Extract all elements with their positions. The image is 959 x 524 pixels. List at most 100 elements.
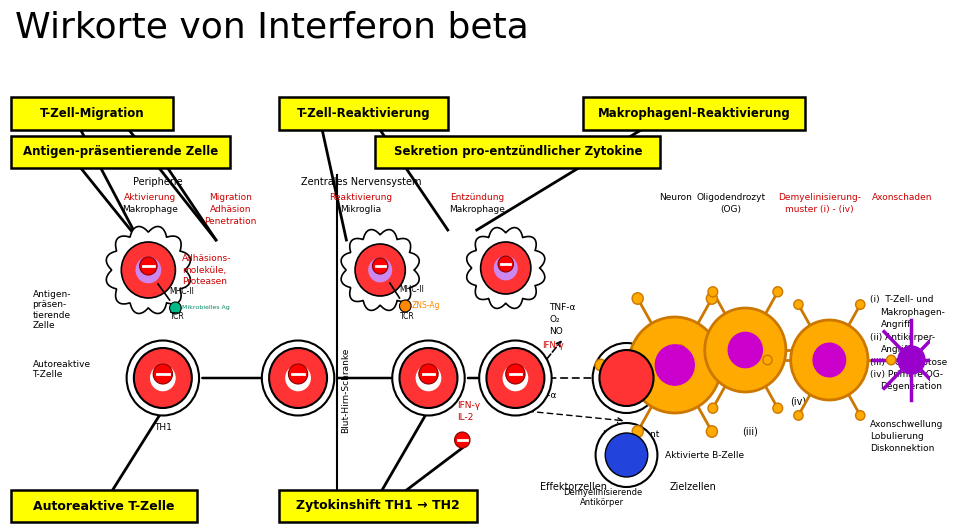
Circle shape	[170, 302, 181, 314]
Circle shape	[596, 423, 658, 487]
Text: IL-2: IL-2	[457, 413, 474, 422]
Text: Demyelinisierung-: Demyelinisierung-	[778, 193, 861, 202]
Circle shape	[262, 341, 335, 416]
Circle shape	[855, 411, 865, 420]
Circle shape	[495, 256, 517, 280]
Circle shape	[151, 365, 175, 390]
Text: Makrophagen-: Makrophagen-	[880, 308, 946, 317]
Circle shape	[400, 300, 411, 312]
Circle shape	[269, 348, 327, 408]
Text: Degeneration: Degeneration	[880, 382, 943, 391]
Circle shape	[599, 350, 653, 406]
Circle shape	[743, 359, 755, 371]
Circle shape	[455, 432, 470, 448]
Circle shape	[655, 345, 694, 385]
Text: ZNS-Ag: ZNS-Ag	[412, 301, 440, 311]
Text: Zentrales Nervensystem: Zentrales Nervensystem	[300, 177, 421, 187]
Text: (iii): (iii)	[742, 427, 758, 437]
Circle shape	[286, 365, 311, 390]
Circle shape	[628, 317, 721, 413]
Text: Effektorzellen: Effektorzellen	[540, 482, 607, 492]
Circle shape	[127, 341, 199, 416]
Circle shape	[480, 341, 551, 416]
Text: Peripherie: Peripherie	[133, 177, 183, 187]
Circle shape	[503, 365, 527, 390]
Circle shape	[498, 256, 513, 272]
Text: Komplement
Plasmazelle: Komplement Plasmazelle	[602, 430, 660, 450]
Text: Blut-Hirn-Schranke: Blut-Hirn-Schranke	[341, 347, 351, 433]
Text: (iv): (iv)	[790, 397, 807, 407]
Circle shape	[773, 403, 783, 413]
Text: (ii): (ii)	[641, 461, 653, 470]
Circle shape	[140, 257, 157, 275]
Text: Zielzellen: Zielzellen	[669, 482, 716, 492]
Text: Angriff: Angriff	[880, 345, 911, 354]
Circle shape	[480, 242, 531, 294]
Text: Wirkorte von Interferon beta: Wirkorte von Interferon beta	[15, 10, 528, 44]
Text: Axonschwellung: Axonschwellung	[870, 420, 944, 429]
Circle shape	[153, 364, 173, 384]
Circle shape	[136, 257, 160, 282]
Circle shape	[707, 426, 717, 437]
Text: Lobulierung: Lobulierung	[870, 432, 924, 441]
Text: TNF-α: TNF-α	[530, 391, 556, 400]
Text: O₂: O₂	[550, 315, 560, 324]
Text: (OG): (OG)	[720, 205, 741, 214]
Text: muster (i) - (iv): muster (i) - (iv)	[785, 205, 854, 214]
Circle shape	[886, 355, 896, 365]
Circle shape	[372, 258, 387, 274]
Circle shape	[369, 258, 391, 282]
Text: (iii) OG-Apoptose: (iii) OG-Apoptose	[870, 358, 947, 367]
Circle shape	[392, 341, 465, 416]
Polygon shape	[467, 227, 545, 309]
Text: Angriff: Angriff	[880, 320, 911, 329]
Text: Aktivierung: Aktivierung	[124, 193, 176, 202]
Circle shape	[355, 244, 406, 296]
Text: Penetration: Penetration	[204, 217, 257, 226]
Circle shape	[595, 359, 606, 371]
Text: Zytokinshift TH1 → TH2: Zytokinshift TH1 → TH2	[296, 499, 459, 512]
Circle shape	[705, 308, 785, 392]
Circle shape	[794, 411, 803, 420]
Text: TCR: TCR	[170, 312, 184, 321]
Text: ........→ (i): ........→ (i)	[631, 393, 674, 402]
Text: Entzündung: Entzündung	[450, 193, 503, 202]
Text: Antigen-
präsen-
tierende
Zelle: Antigen- präsen- tierende Zelle	[33, 290, 71, 330]
Text: (i)  T-Zell- und: (i) T-Zell- und	[870, 295, 933, 304]
Text: Mikrobielles Ag: Mikrobielles Ag	[182, 305, 230, 311]
Circle shape	[813, 343, 846, 377]
Text: Aktivierte T-Zelle: Aktivierte T-Zelle	[662, 366, 738, 375]
Circle shape	[728, 332, 762, 368]
Text: Sekretion pro-entzündlicher Zytokine: Sekretion pro-entzündlicher Zytokine	[393, 146, 643, 158]
FancyBboxPatch shape	[279, 490, 477, 522]
Text: NO: NO	[550, 327, 563, 336]
Circle shape	[708, 403, 717, 413]
Circle shape	[675, 345, 686, 355]
Text: Oligodendrozyt: Oligodendrozyt	[696, 193, 765, 202]
Circle shape	[763, 355, 772, 365]
Circle shape	[505, 364, 526, 384]
Text: Neuron: Neuron	[660, 193, 692, 202]
Circle shape	[806, 345, 815, 355]
Circle shape	[121, 242, 175, 298]
FancyBboxPatch shape	[583, 97, 806, 130]
Circle shape	[773, 287, 783, 297]
Circle shape	[486, 348, 545, 408]
Text: IFN-γ: IFN-γ	[457, 401, 480, 410]
Text: Migration: Migration	[209, 193, 252, 202]
Circle shape	[605, 433, 647, 477]
Polygon shape	[341, 230, 419, 310]
Text: Makrophage: Makrophage	[449, 205, 504, 214]
Circle shape	[632, 426, 643, 437]
Polygon shape	[106, 226, 191, 313]
Text: Aktivierte B-Zelle: Aktivierte B-Zelle	[666, 451, 744, 460]
Text: Autoreaktive
T-Zelle: Autoreaktive T-Zelle	[33, 360, 90, 379]
FancyBboxPatch shape	[12, 136, 230, 168]
Text: Axonschaden: Axonschaden	[872, 193, 932, 202]
Circle shape	[791, 320, 868, 400]
Circle shape	[855, 300, 865, 309]
Text: MHC-II: MHC-II	[400, 285, 425, 294]
Text: T-Zell-Reaktivierung: T-Zell-Reaktivierung	[296, 107, 430, 120]
Circle shape	[632, 293, 643, 304]
Text: Adhäsion: Adhäsion	[210, 205, 251, 214]
